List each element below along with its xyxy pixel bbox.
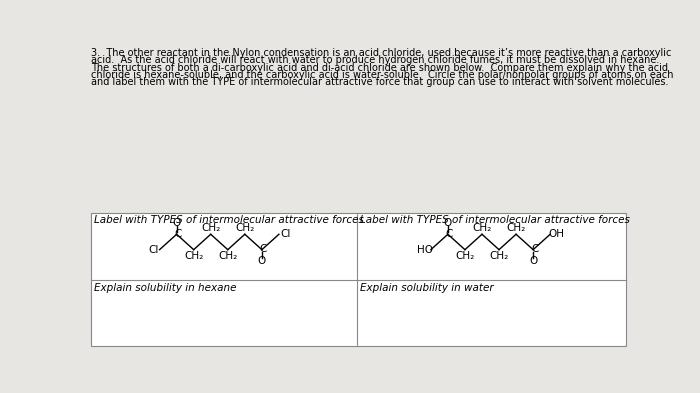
Text: O: O [172,218,181,228]
Text: Explain solubility in water: Explain solubility in water [360,283,494,293]
Text: C: C [531,244,538,254]
Text: chloride is hexane-soluble, and the carboxylic acid is water-soluble.  Circle th: chloride is hexane-soluble, and the carb… [92,70,674,80]
Text: C: C [446,228,453,239]
Text: O: O [258,256,266,266]
Text: CH₂: CH₂ [184,251,203,261]
Text: Label with TYPES of intermolecular attractive forces: Label with TYPES of intermolecular attra… [94,215,365,225]
Text: 3.  The other reactant in the Nylon condensation is an acid chloride, used becau: 3. The other reactant in the Nylon conde… [92,48,672,58]
Text: Explain solubility in hexane: Explain solubility in hexane [94,283,237,293]
Text: CH₂: CH₂ [507,223,526,233]
Text: CH₂: CH₂ [473,223,491,233]
Text: O: O [444,218,452,228]
Text: C: C [260,244,267,254]
Text: CH₂: CH₂ [218,251,237,261]
Bar [92,213,626,346]
Text: O: O [529,256,538,266]
Text: Cl: Cl [148,245,159,255]
Text: acid.  As the acid chloride will react with water to produce hydrogen chloride f: acid. As the acid chloride will react wi… [92,55,659,65]
Text: The structures of both a di-carboxylic acid and di-acid chloride are shown below: The structures of both a di-carboxylic a… [92,63,668,73]
Text: CH₂: CH₂ [235,223,255,233]
Text: CH₂: CH₂ [489,251,509,261]
Text: CH₂: CH₂ [201,223,220,233]
Text: CH₂: CH₂ [455,251,475,261]
Text: and label them with the TYPE of intermolecular attractive force that group can u: and label them with the TYPE of intermol… [92,77,669,87]
Text: C: C [174,228,182,239]
Text: Cl: Cl [280,229,290,239]
Text: HO: HO [416,245,433,255]
Text: Label with TYPES of intermolecular attractive forces: Label with TYPES of intermolecular attra… [360,215,630,225]
Text: OH: OH [548,229,564,239]
